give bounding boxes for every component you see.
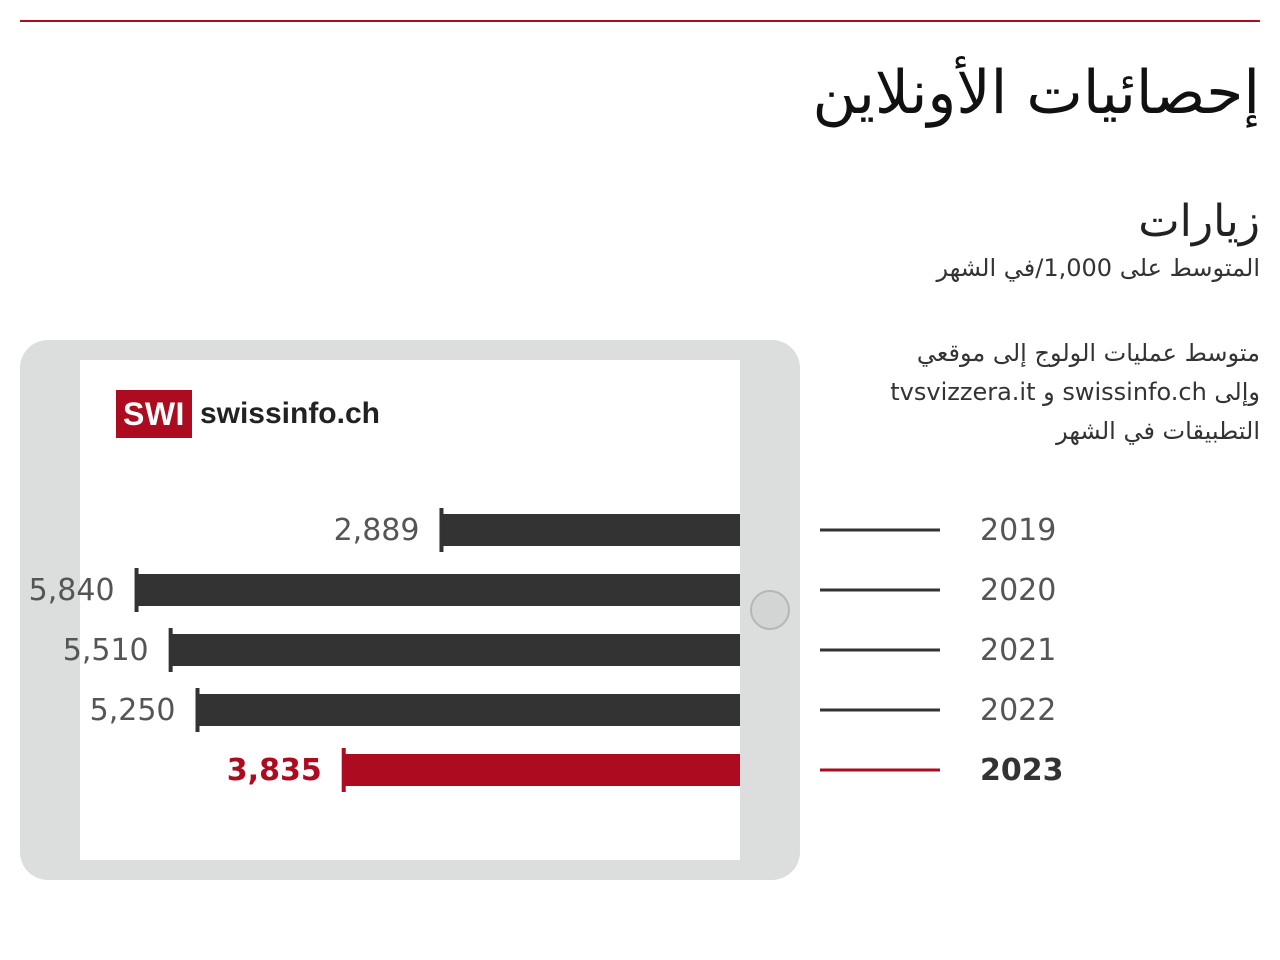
- top-rule: [20, 20, 1260, 22]
- value-label-2019: 2,889: [334, 513, 420, 548]
- bar-2020: [136, 574, 741, 606]
- section-title: زيارات: [1138, 196, 1260, 247]
- swissinfo-wordmark: swissinfo.ch: [199, 397, 380, 430]
- bar-2021: [170, 634, 741, 666]
- year-label-2022: 2022: [980, 693, 1056, 728]
- description-line: التطبيقات في الشهر: [1056, 417, 1260, 445]
- swissinfo-logo: SWI swissinfo.ch: [116, 390, 380, 438]
- swi-logo-mark: SWI: [116, 390, 192, 438]
- value-label-2021: 5,510: [63, 633, 149, 668]
- chart-description: متوسط عمليات الولوج إلى موقعي وإلى swiss…: [840, 334, 1260, 451]
- year-label-2021: 2021: [980, 633, 1056, 668]
- value-label-2020: 5,840: [29, 573, 115, 608]
- bar-2022: [197, 694, 740, 726]
- page-title: إحصائيات الأونلاين: [812, 58, 1260, 128]
- description-line: متوسط عمليات الولوج إلى موقعي: [916, 339, 1260, 367]
- value-label-2022: 5,250: [90, 693, 176, 728]
- bar-2019: [441, 514, 740, 546]
- year-label-2019: 2019: [980, 513, 1056, 548]
- value-label-2023: 3,835: [227, 753, 322, 788]
- year-label-2020: 2020: [980, 573, 1056, 608]
- description-line: وإلى swissinfo.ch و tvsvizzera.it: [890, 378, 1260, 406]
- chart-subtitle: المتوسط على 1,000/في الشهر: [936, 254, 1260, 282]
- bar-2023: [343, 754, 740, 786]
- year-label-2023: 2023: [980, 753, 1064, 788]
- tablet-home-button: [750, 590, 790, 630]
